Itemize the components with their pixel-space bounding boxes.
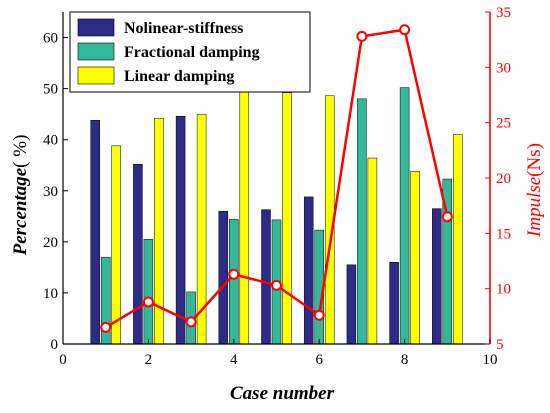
impulse-point-3 <box>185 316 197 328</box>
bar-linear-damping-2 <box>154 117 164 345</box>
legend: Nolinear-stiffness Fractional damping Line… <box>69 11 311 93</box>
x-tick-label: 10 <box>483 352 498 368</box>
bar-linear-damping-7 <box>367 157 378 345</box>
y-left-axis-title-main: Percentage <box>10 167 31 256</box>
legend-label: Fractional damping <box>124 44 260 61</box>
bar-linear-damping-5 <box>282 92 292 345</box>
bar-fractional-damping-2 <box>143 239 154 345</box>
y-right-tick-label: 5 <box>496 337 504 353</box>
legend-swatch <box>77 42 115 61</box>
impulse-point-4 <box>228 268 240 280</box>
y-right-axis-title-unit: (Ns) <box>524 143 545 177</box>
y-right-tick-label: 10 <box>496 282 511 298</box>
y-right-tick-label: 15 <box>496 226 511 242</box>
x-tick-label: 8 <box>401 352 409 368</box>
bar-nolinear-stiffness-2 <box>133 163 143 345</box>
legend-swatch <box>77 66 115 85</box>
y-right-tick-label: 20 <box>496 171 511 187</box>
legend-label: Nolinear-stiffness <box>124 20 243 37</box>
y-left-tick-label: 30 <box>43 184 58 200</box>
y-left-tick-label: 0 <box>51 337 59 353</box>
bar-nolinear-stiffness-1 <box>90 120 100 345</box>
bar-linear-damping-4 <box>239 90 250 345</box>
impulse-point-1 <box>100 321 112 333</box>
impulse-point-7 <box>356 30 368 42</box>
bar-nolinear-stiffness-3 <box>175 115 186 345</box>
bar-fractional-damping-7 <box>357 98 367 345</box>
bar-fractional-damping-8 <box>399 87 410 345</box>
y-left-tick-label: 20 <box>43 235 58 251</box>
bar-nolinear-stiffness-6 <box>303 196 314 345</box>
y-left-axis-title-unit: ( %) <box>10 135 31 168</box>
x-tick-label: 6 <box>315 352 323 368</box>
legend-label: Linear damping <box>124 68 234 85</box>
bar-linear-damping-9 <box>453 134 463 345</box>
bar-linear-damping-1 <box>111 145 121 345</box>
x-tick-label: 0 <box>59 352 67 368</box>
x-tick-label: 4 <box>230 352 238 368</box>
y-right-tick-label: 35 <box>496 5 511 21</box>
y-right-axis-title: Impulse(Ns) <box>524 143 545 238</box>
x-tick-label: 2 <box>145 352 153 368</box>
y-right-tick-label: 30 <box>496 60 511 76</box>
bar-fractional-damping-4 <box>229 219 239 345</box>
y-right-tick-label: 25 <box>496 116 511 132</box>
bar-nolinear-stiffness-7 <box>346 264 357 345</box>
y-left-tick-label: 50 <box>43 82 58 98</box>
impulse-line-layer <box>100 24 453 333</box>
x-axis-title: Case number <box>230 383 335 404</box>
y-left-axis-title: Percentage( %) <box>10 135 31 257</box>
bar-nolinear-stiffness-8 <box>389 262 399 345</box>
y-right-axis-title-main: Impulse <box>524 177 545 238</box>
impulse-point-6 <box>313 309 325 321</box>
impulse-point-9 <box>441 211 453 223</box>
bar-nolinear-stiffness-4 <box>218 210 229 345</box>
impulse-point-2 <box>142 296 154 308</box>
y-left-tick-label: 40 <box>43 133 58 149</box>
bar-nolinear-stiffness-9 <box>432 208 442 345</box>
bar-nolinear-stiffness-5 <box>261 209 271 345</box>
bar-linear-damping-8 <box>410 171 420 345</box>
impulse-point-8 <box>399 24 411 36</box>
y-left-tick-label: 10 <box>43 286 58 302</box>
y-left-tick-label: 60 <box>43 31 58 47</box>
impulse-point-5 <box>271 279 282 291</box>
legend-swatch <box>77 18 115 37</box>
